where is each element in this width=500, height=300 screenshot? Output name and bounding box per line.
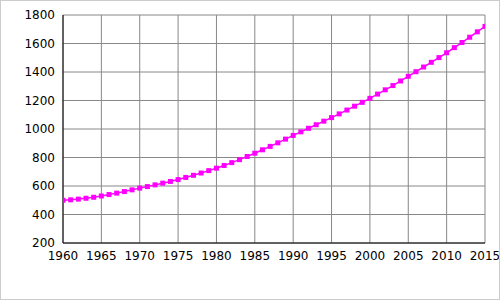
svg-text:1975: 1975 — [163, 249, 194, 263]
svg-text:1990: 1990 — [278, 249, 309, 263]
svg-text:800: 800 — [32, 151, 55, 165]
svg-text:1960: 1960 — [48, 249, 79, 263]
svg-text:1980: 1980 — [201, 249, 232, 263]
svg-text:2010: 2010 — [431, 249, 462, 263]
svg-text:1985: 1985 — [240, 249, 271, 263]
svg-text:400: 400 — [32, 208, 55, 222]
svg-text:2015: 2015 — [470, 249, 492, 263]
svg-text:1800: 1800 — [24, 8, 55, 22]
svg-text:1600: 1600 — [24, 37, 55, 51]
svg-text:1400: 1400 — [24, 65, 55, 79]
svg-text:1995: 1995 — [316, 249, 347, 263]
svg-text:600: 600 — [32, 179, 55, 193]
svg-text:2005: 2005 — [393, 249, 424, 263]
svg-text:1965: 1965 — [86, 249, 117, 263]
svg-text:1200: 1200 — [24, 94, 55, 108]
svg-text:2000: 2000 — [355, 249, 386, 263]
svg-text:200: 200 — [32, 236, 55, 250]
svg-text:1000: 1000 — [24, 122, 55, 136]
svg-text:1970: 1970 — [124, 249, 155, 263]
